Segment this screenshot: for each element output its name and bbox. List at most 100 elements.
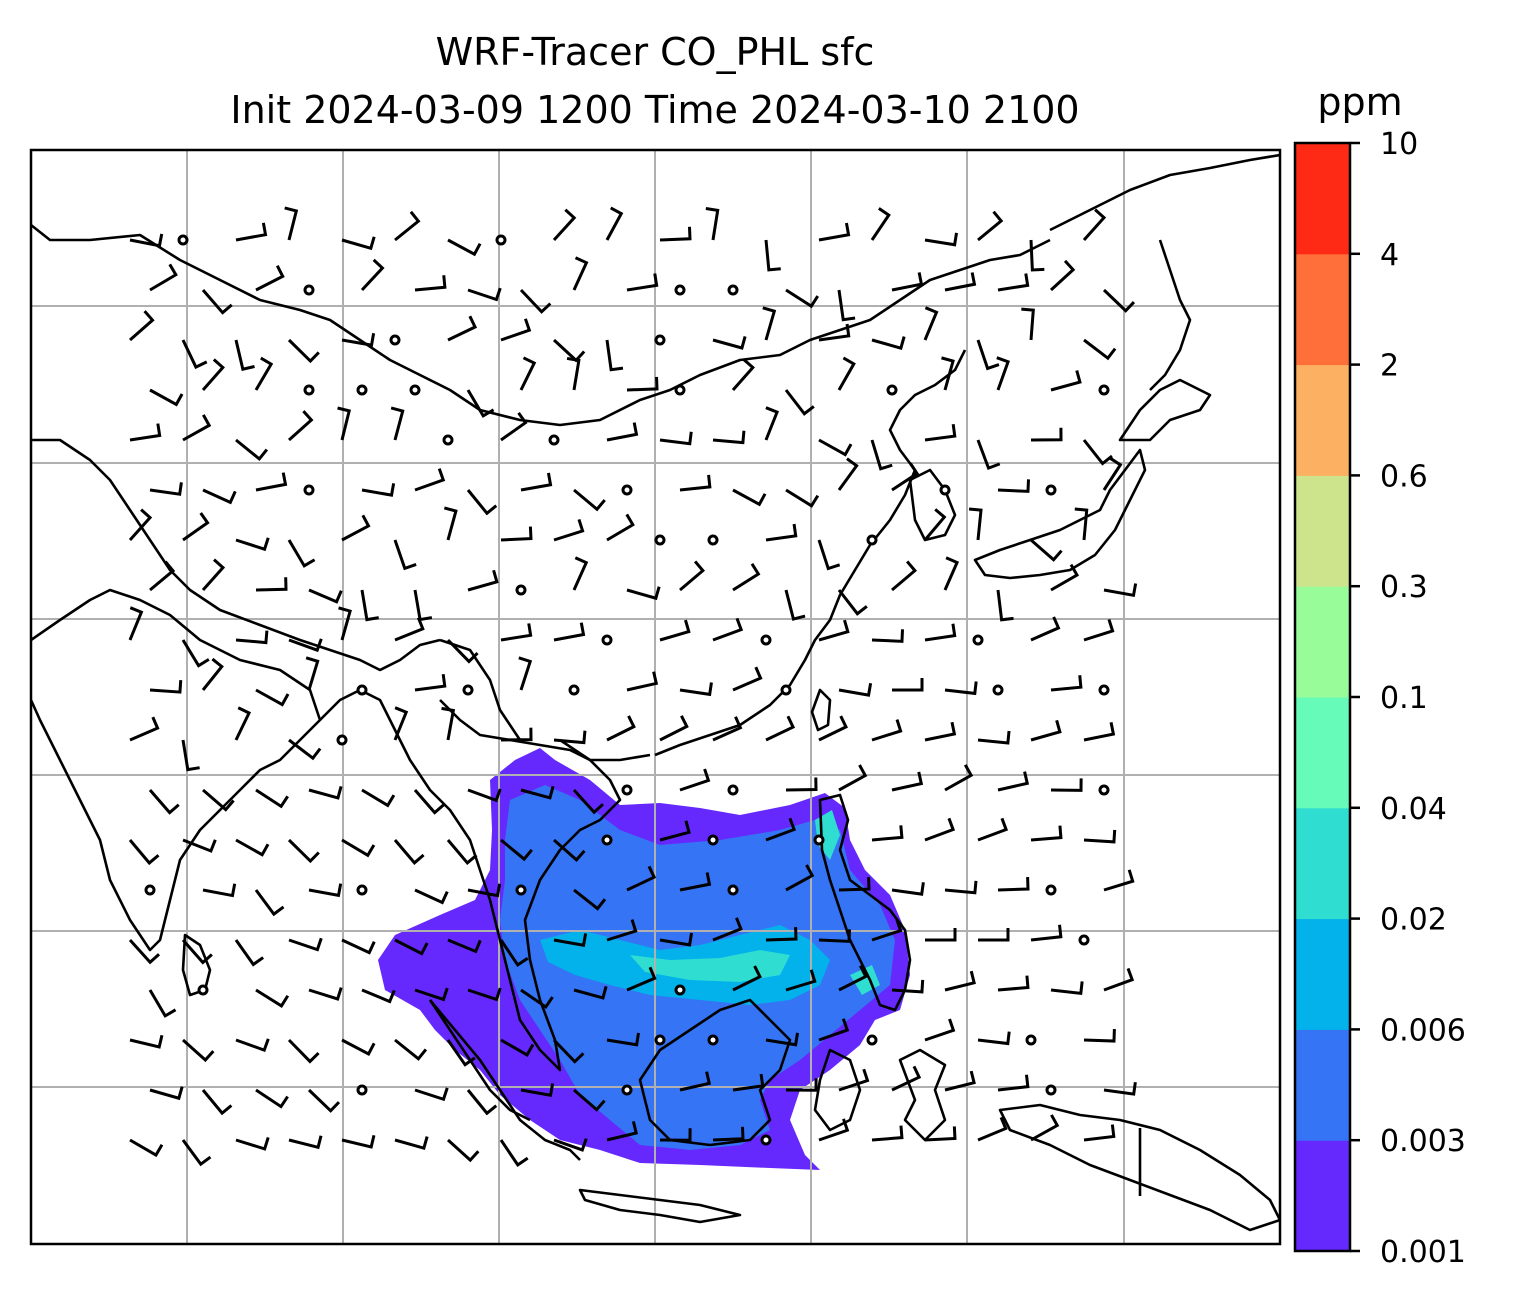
- wind-barb: [891, 272, 924, 292]
- wind-barb: [1083, 722, 1116, 742]
- wind-barb: [254, 356, 274, 391]
- wind-barb: [605, 339, 624, 372]
- wind-barb: [732, 488, 767, 507]
- wind-barb: [1083, 619, 1115, 642]
- wind-barb: [977, 210, 1004, 242]
- wind-barb: [764, 239, 781, 272]
- wind-barb: [924, 423, 957, 442]
- wind-barb: [997, 771, 1030, 792]
- wind-barb: [817, 539, 841, 571]
- wind-barb: [414, 674, 447, 692]
- wind-barb: [1083, 1028, 1116, 1043]
- wind-barb: [977, 730, 1011, 745]
- wind-barb: [891, 462, 920, 492]
- map-frame: [29, 148, 1282, 1246]
- calm-marker: [707, 1034, 719, 1046]
- wind-barb: [1050, 563, 1080, 592]
- wind-barb: [287, 838, 320, 864]
- wind-barb: [977, 1031, 1011, 1046]
- wind-barb: [891, 771, 924, 792]
- wind-barb: [394, 938, 429, 956]
- wind-barb: [1050, 370, 1082, 392]
- wind-barb: [128, 938, 161, 965]
- calm-marker: [356, 384, 368, 396]
- wind-barb: [202, 788, 235, 812]
- wind-barb: [182, 838, 217, 853]
- wind-barb: [996, 589, 1014, 622]
- wind-barb: [765, 817, 797, 842]
- wind-barb: [944, 1070, 976, 1092]
- wind-barb: [659, 1128, 692, 1142]
- wind-barb: [1030, 924, 1063, 942]
- wind-barb: [871, 825, 904, 842]
- calm-marker: [548, 434, 560, 446]
- wind-barb: [446, 638, 479, 664]
- wind-barb: [446, 1138, 480, 1163]
- wind-barb: [923, 306, 939, 341]
- wind-barb: [605, 206, 624, 241]
- wind-barb: [871, 918, 903, 942]
- wind-barb: [1102, 457, 1123, 491]
- wind-barb: [944, 681, 978, 696]
- wind-barb: [394, 210, 421, 242]
- wind-barb: [519, 288, 552, 314]
- wind-barb: [765, 1032, 799, 1047]
- wind-barb: [553, 933, 588, 947]
- calm-marker: [621, 484, 633, 496]
- wind-barb: [997, 273, 1030, 292]
- calm-marker: [972, 634, 984, 646]
- wind-barb: [308, 987, 343, 1001]
- wind-barb: [891, 1065, 922, 1092]
- wind-barb: [413, 589, 433, 622]
- tracer-field: [378, 748, 910, 1170]
- wind-barb: [732, 563, 761, 592]
- wind-barb: [308, 883, 343, 898]
- wind-barb: [255, 1088, 289, 1109]
- wind-barb: [1103, 869, 1135, 892]
- wind-barb: [1083, 829, 1117, 844]
- calm-marker: [1078, 934, 1090, 946]
- wind-barb: [255, 988, 290, 1008]
- wind-barb: [129, 1138, 164, 1158]
- wind-barb: [705, 207, 720, 241]
- wind-barb: [1103, 967, 1135, 992]
- wind-barb: [128, 839, 160, 866]
- wind-barb: [341, 1134, 376, 1149]
- wind-barb: [235, 630, 269, 645]
- wind-barb: [891, 678, 924, 692]
- wind-barb: [944, 880, 978, 895]
- calm-marker: [515, 584, 527, 596]
- wind-barb: [732, 666, 763, 692]
- wind-barb: [573, 985, 608, 1000]
- wind-barb: [765, 715, 796, 742]
- wind-barb: [818, 1118, 850, 1142]
- wind-barb: [1030, 427, 1063, 442]
- wind-barb: [712, 716, 743, 742]
- wind-barb: [149, 263, 178, 292]
- wind-barb: [288, 410, 314, 442]
- calm-marker: [197, 984, 209, 996]
- calm-marker: [727, 884, 739, 896]
- wind-barb: [659, 226, 692, 242]
- wind-barb: [287, 1038, 320, 1064]
- wind-barb: [1030, 1114, 1060, 1142]
- wind-barb: [1050, 675, 1083, 692]
- wind-barb: [467, 883, 502, 898]
- wind-barb: [553, 622, 586, 642]
- wind-barb: [1030, 825, 1063, 842]
- wind-barb: [519, 356, 537, 391]
- wind-barb: [149, 679, 183, 694]
- wind-barb: [394, 1038, 428, 1061]
- wind-barb: [1050, 981, 1084, 996]
- wind-barb: [201, 358, 225, 391]
- wind-barb: [1083, 1124, 1116, 1142]
- wind-barb: [467, 987, 502, 1002]
- calm-marker: [356, 1084, 368, 1096]
- wind-barb: [1030, 719, 1062, 742]
- wind-barb: [499, 1139, 529, 1167]
- wind-barb: [968, 507, 983, 541]
- wind-barb: [784, 589, 806, 621]
- wind-barb: [573, 488, 606, 512]
- calm-marker: [409, 384, 421, 396]
- wind-barb: [235, 1137, 270, 1151]
